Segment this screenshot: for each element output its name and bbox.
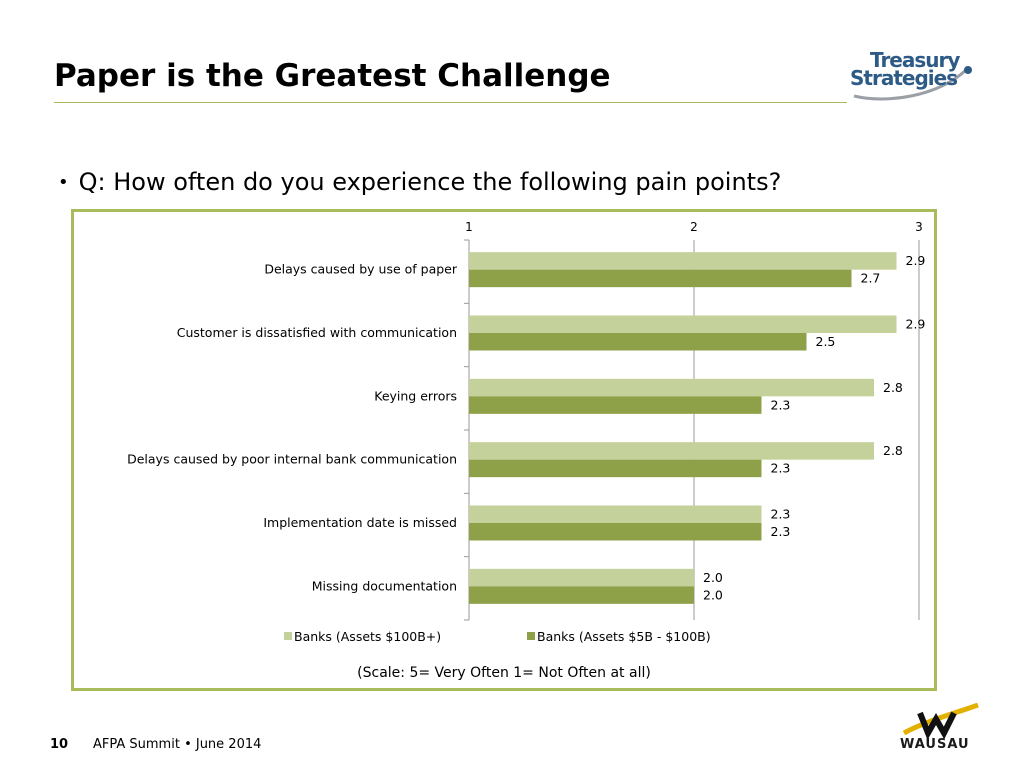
data-label: 2.7 xyxy=(861,271,881,286)
logo-swoosh-icon xyxy=(853,66,972,101)
category-label: Keying errors xyxy=(374,388,457,403)
bar xyxy=(469,505,762,523)
footer-text: AFPA Summit • June 2014 xyxy=(93,737,262,752)
bar xyxy=(469,378,874,397)
bar xyxy=(469,269,852,288)
bar xyxy=(469,333,807,351)
data-label: 2.5 xyxy=(816,334,836,349)
bar xyxy=(469,523,762,541)
category-label: Customer is dissatisfied with communicat… xyxy=(177,325,457,340)
data-label: 2.0 xyxy=(703,570,723,585)
question-bullet: • Q: How often do you experience the foll… xyxy=(58,168,781,196)
data-label: 2.9 xyxy=(906,317,926,332)
bar xyxy=(469,396,762,414)
wausau-logo: WAUSAU xyxy=(896,703,980,755)
category-label: Missing documentation xyxy=(312,578,457,593)
data-label: 2.3 xyxy=(771,524,791,539)
logo-text-strategies: Strategies xyxy=(850,66,958,90)
slide-title: Paper is the Greatest Challenge xyxy=(54,58,611,94)
legend-swatch xyxy=(527,632,535,640)
x-tick-label: 2 xyxy=(690,220,698,234)
logo-text-treasury: Treasury xyxy=(870,48,960,72)
bar xyxy=(469,568,694,587)
chart-frame: 1 2 3 Delays caused by use of paper 2.9 2.7 Cu… xyxy=(71,209,937,691)
data-label: 2.3 xyxy=(771,397,791,412)
bar xyxy=(469,252,897,270)
category-label: Delays caused by poor internal bank comm… xyxy=(127,452,457,467)
bar-chart: 1 2 3 Delays caused by use of paper 2.9 2.7 Cu… xyxy=(127,220,926,681)
bar xyxy=(469,459,762,478)
x-tick-label: 1 xyxy=(465,220,473,234)
bar xyxy=(469,315,897,333)
data-label: 2.3 xyxy=(771,461,791,476)
x-tick-label: 3 xyxy=(915,220,923,234)
data-label: 2.9 xyxy=(906,253,926,268)
title-underline xyxy=(54,102,847,103)
data-label: 2.0 xyxy=(703,587,723,602)
category-label: Implementation date is missed xyxy=(263,515,457,530)
category-label: Delays caused by use of paper xyxy=(264,262,458,277)
bar xyxy=(469,586,694,604)
bullet-icon: • xyxy=(58,172,69,193)
legend-label: Banks (Assets $5B - $100B) xyxy=(537,629,711,644)
scale-note: (Scale: 5= Very Often 1= Not Often at al… xyxy=(357,665,651,681)
logo-text-wausau: WAUSAU xyxy=(900,737,970,752)
question-text: Q: How often do you experience the follo… xyxy=(78,168,782,196)
data-label: 2.8 xyxy=(883,443,903,458)
data-label: 2.3 xyxy=(771,507,791,522)
bar xyxy=(469,442,874,460)
page-number: 10 xyxy=(50,737,69,752)
legend-swatch xyxy=(284,632,292,640)
wausau-w-icon xyxy=(902,703,979,739)
data-label: 2.8 xyxy=(883,380,903,395)
treasury-strategies-logo: Treasury Strategies xyxy=(848,46,974,106)
legend-label: Banks (Assets $100B+) xyxy=(294,629,441,644)
